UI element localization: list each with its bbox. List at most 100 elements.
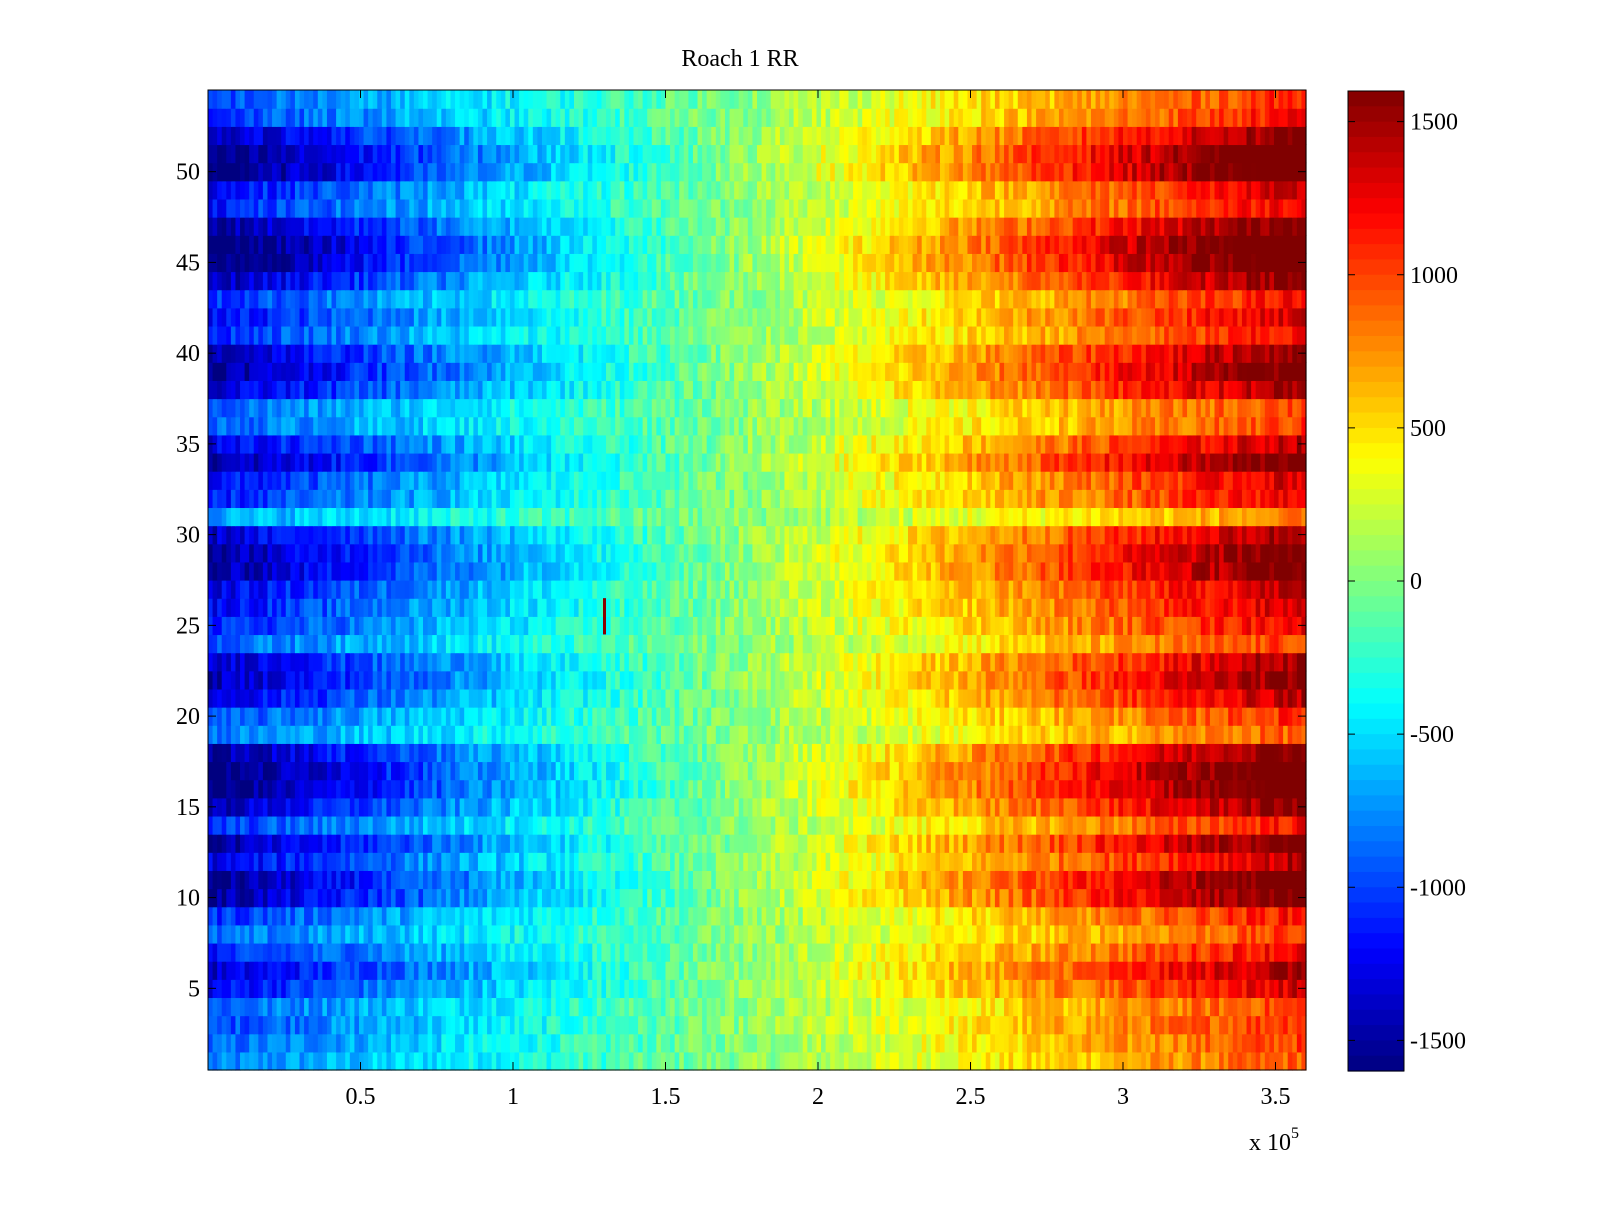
heatmap-cell [839, 707, 845, 726]
heatmap-cell [1118, 1015, 1124, 1035]
heatmap-cell [304, 797, 310, 817]
heatmap-cell [688, 924, 694, 944]
heatmap-cell [807, 852, 813, 871]
heatmap-cell [1191, 906, 1197, 926]
heatmap-cell [477, 906, 484, 926]
heatmap-cell [935, 888, 941, 908]
heatmap-cell [1273, 906, 1280, 926]
heatmap-cell [578, 725, 584, 744]
heatmap-cell [875, 725, 882, 744]
heatmap-cell [944, 707, 950, 726]
heatmap-cell [1182, 834, 1188, 853]
heatmap-cell [610, 725, 616, 744]
heatmap-cell [491, 852, 497, 871]
heatmap-cell [1054, 725, 1060, 744]
heatmap-cell [866, 1033, 872, 1053]
heatmap-cell [610, 888, 616, 908]
heatmap-cell [857, 852, 863, 871]
heatmap-cell [496, 779, 502, 799]
heatmap-cell [1209, 979, 1216, 999]
heatmap-cell [464, 707, 470, 726]
heatmap-cell [1095, 961, 1101, 980]
heatmap-cell [889, 888, 895, 908]
heatmap-cell [642, 852, 648, 871]
heatmap-cell [450, 1051, 456, 1071]
heatmap-cell [665, 961, 671, 980]
heatmap-cell [633, 1051, 639, 1071]
heatmap-cell [528, 888, 534, 908]
heatmap-cell [509, 834, 516, 853]
heatmap-cell [853, 725, 859, 744]
heatmap-cell [1123, 888, 1129, 908]
heatmap-cell [798, 924, 804, 944]
heatmap-cell [670, 761, 676, 781]
heatmap-cell [523, 779, 529, 799]
heatmap-cell [226, 1015, 232, 1035]
heatmap-cell [1026, 888, 1033, 908]
heatmap-cell [1004, 743, 1010, 763]
heatmap-cell [912, 761, 918, 781]
heatmap-cell [853, 870, 859, 890]
heatmap-cell [244, 979, 250, 999]
heatmap-cell [1086, 779, 1092, 799]
heatmap-cell [619, 743, 625, 763]
heatmap-cell [262, 834, 269, 853]
heatmap-cell [505, 906, 511, 926]
heatmap-cell [208, 1033, 214, 1053]
heatmap-cell [322, 888, 328, 908]
heatmap-cell [1132, 852, 1138, 871]
heatmap-cell [409, 834, 415, 853]
heatmap-cell [885, 815, 891, 835]
heatmap-cell [875, 761, 882, 781]
heatmap-cell [464, 1051, 470, 1071]
heatmap-cell [313, 761, 319, 781]
heatmap-cell [1278, 997, 1284, 1017]
heatmap-cell [354, 707, 360, 726]
heatmap-cell [1072, 942, 1078, 962]
heatmap-cell [962, 688, 969, 708]
heatmap-cell [304, 942, 310, 962]
heatmap-cell [272, 834, 278, 853]
heatmap-cell [258, 743, 264, 763]
heatmap-cell [313, 1015, 319, 1035]
heatmap-cell [811, 997, 818, 1017]
heatmap-cell [679, 942, 685, 962]
heatmap-cell [857, 942, 863, 962]
heatmap-cell [747, 997, 754, 1017]
heatmap-cell [436, 761, 442, 781]
heatmap-cell [715, 834, 721, 853]
heatmap-cell [1123, 997, 1129, 1017]
heatmap-cell [843, 688, 850, 708]
heatmap-cell [692, 1051, 699, 1071]
heatmap-cell [1086, 761, 1092, 781]
heatmap-cell [505, 743, 511, 763]
heatmap-cell [967, 707, 973, 726]
heatmap-cell [670, 870, 676, 890]
heatmap-cell [459, 942, 465, 962]
heatmap-cell [267, 979, 273, 999]
heatmap-cell [1141, 961, 1147, 980]
heatmap-cell [990, 688, 996, 708]
heatmap-cell [1072, 688, 1078, 708]
heatmap-cell [468, 1051, 474, 1071]
heatmap-cell [761, 688, 767, 708]
heatmap-cell [1278, 743, 1284, 763]
heatmap-cell [445, 906, 452, 926]
heatmap-cell [912, 725, 918, 744]
heatmap-cell [738, 961, 744, 980]
heatmap-cell [743, 870, 749, 890]
heatmap-cell [628, 942, 635, 962]
heatmap-cell [853, 1033, 859, 1053]
heatmap-cell [491, 688, 497, 708]
heatmap-cell [926, 761, 932, 781]
heatmap-cell [628, 761, 635, 781]
heatmap-cell [514, 906, 520, 926]
heatmap-cell [491, 761, 497, 781]
heatmap-cell [729, 688, 735, 708]
heatmap-cell [976, 997, 982, 1017]
heatmap-cell [770, 815, 776, 835]
heatmap-cell [770, 1015, 776, 1035]
heatmap-cell [528, 906, 534, 926]
heatmap-cell [1264, 1033, 1270, 1053]
heatmap-cell [221, 815, 227, 835]
